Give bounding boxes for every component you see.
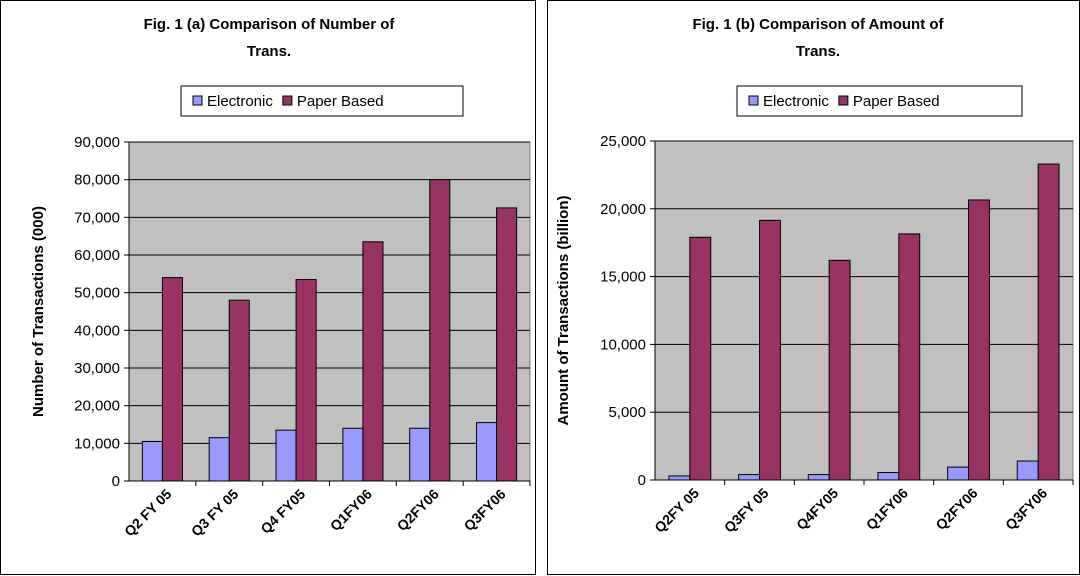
x-category-label: Q2FY 05 <box>651 485 702 536</box>
y-tick-label: 50,000 <box>74 285 120 302</box>
y-axis-label: Amount of Transactions (billion) <box>555 196 572 426</box>
y-tick-label: 90,000 <box>74 134 120 151</box>
bar-paper-based <box>759 219 781 481</box>
legend-box <box>180 85 464 117</box>
y-tick-label: 60,000 <box>74 247 120 264</box>
y-tick-label: 0 <box>112 473 120 490</box>
bar-paper-based <box>161 277 183 482</box>
bar-paper-based <box>828 259 851 481</box>
bar-electronic <box>476 422 498 482</box>
y-tick-label: 10,000 <box>74 435 120 452</box>
bar-electronic <box>877 472 900 481</box>
y-axis-label: Number of Transactions (000) <box>30 206 47 417</box>
bar-electronic <box>141 440 163 482</box>
legend-box <box>736 85 1023 117</box>
bar-paper-based <box>1037 163 1060 481</box>
bar-electronic <box>1016 460 1039 481</box>
bar-paper-based <box>496 207 518 482</box>
x-category-label: Q3 FY 05 <box>188 486 242 540</box>
x-category-label: Q3FY06 <box>1002 485 1050 533</box>
chart-title-line: Fig. 1 (a) Comparison of Number of <box>144 16 396 33</box>
chart-panel-a: Fig. 1 (a) Comparison of Number of Trans.… <box>0 0 536 575</box>
y-tick-label: 40,000 <box>74 322 120 339</box>
bar-electronic <box>807 474 830 481</box>
y-tick-label: 25,000 <box>600 133 646 150</box>
bar-electronic <box>947 466 970 481</box>
x-category-label: Q1FY06 <box>327 486 375 534</box>
bar-electronic <box>275 429 297 482</box>
x-category-label: Q1FY06 <box>863 485 911 533</box>
plot-area <box>128 141 531 482</box>
bar-electronic <box>668 475 691 481</box>
x-category-label: Q3FY 05 <box>721 485 772 536</box>
bar-paper-based <box>362 241 384 482</box>
legend-label: Electronic <box>207 93 273 110</box>
y-tick-label: 15,000 <box>600 269 646 286</box>
x-category-label: Q3FY06 <box>461 486 509 534</box>
x-category-label: Q4 FY05 <box>257 486 308 537</box>
bar-electronic <box>208 437 230 482</box>
legend-swatch <box>838 95 849 106</box>
legend-swatch <box>282 95 293 106</box>
bar-paper-based <box>295 278 317 482</box>
y-tick-label: 30,000 <box>74 360 120 377</box>
chart-a: Fig. 1 (a) Comparison of Number of Trans.… <box>30 16 531 540</box>
chart-panel-b: Fig. 1 (b) Comparison of Amount of Trans.… <box>547 0 1080 575</box>
chart-title-line: Fig. 1 (b) Comparison of Amount of <box>692 16 944 33</box>
legend-label: Electronic <box>763 93 829 110</box>
chart-title-line: Trans. <box>247 43 291 60</box>
chart-b: Fig. 1 (b) Comparison of Amount of Trans.… <box>555 16 1074 536</box>
legend-swatch <box>748 95 759 106</box>
x-category-label: Q4FY05 <box>793 485 841 533</box>
legend-label: Paper Based <box>853 93 940 110</box>
bar-paper-based <box>228 299 250 482</box>
y-tick-label: 0 <box>638 472 646 489</box>
bar-paper-based <box>898 233 921 481</box>
x-category-label: Q2FY06 <box>932 485 980 533</box>
x-category-label: Q2FY06 <box>394 486 442 534</box>
bar-electronic <box>738 474 761 481</box>
plot-area <box>654 140 1074 481</box>
y-tick-label: 70,000 <box>74 209 120 226</box>
legend-label: Paper Based <box>297 93 384 110</box>
y-tick-label: 10,000 <box>600 336 646 353</box>
bar-paper-based <box>429 179 451 482</box>
chart-title-line: Trans. <box>796 43 840 60</box>
bar-electronic <box>342 427 364 482</box>
legend-swatch <box>192 95 203 106</box>
x-category-label: Q2 FY 05 <box>121 486 175 540</box>
y-tick-label: 80,000 <box>74 172 120 189</box>
bar-paper-based <box>689 236 712 481</box>
bar-paper-based <box>968 199 990 481</box>
y-tick-label: 20,000 <box>74 398 120 415</box>
y-tick-label: 5,000 <box>608 404 646 421</box>
bar-electronic <box>409 427 431 482</box>
y-tick-label: 20,000 <box>600 201 646 218</box>
